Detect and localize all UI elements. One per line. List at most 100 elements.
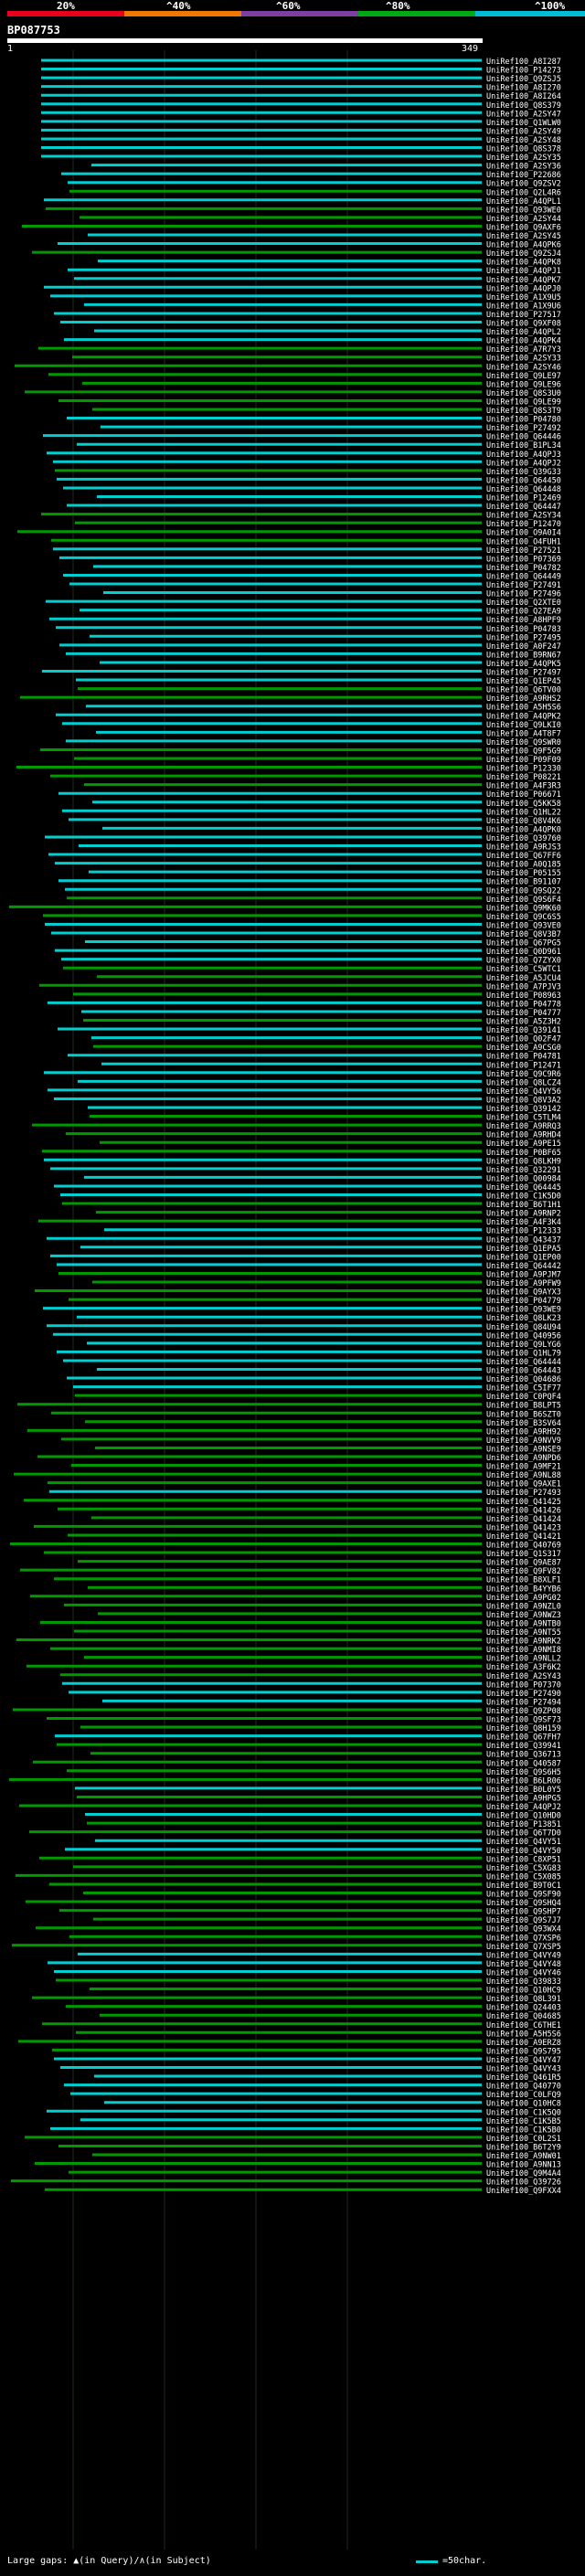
hit-label[interactable]: UniRef100_A9NW01 xyxy=(486,2152,561,2161)
hit-label[interactable]: UniRef100_Q4VY47 xyxy=(486,2056,561,2065)
hit-label[interactable]: UniRef100_Q7XSP6 xyxy=(486,1934,561,1943)
hit-label[interactable]: UniRef100_Q9S6F4 xyxy=(486,896,561,905)
hit-label[interactable]: UniRef100_P27492 xyxy=(486,424,561,433)
hit-label[interactable]: UniRef100_Q41424 xyxy=(486,1515,561,1524)
hit-label[interactable]: UniRef100_Q9LE96 xyxy=(486,380,561,389)
hit-label[interactable]: UniRef100_Q39G33 xyxy=(486,468,561,477)
hit-label[interactable]: UniRef100_A9NN13 xyxy=(486,2161,561,2170)
hit-label[interactable]: UniRef100_Q9SQ22 xyxy=(486,886,561,896)
hit-label[interactable]: UniRef100_Q9AE87 xyxy=(486,1559,561,1568)
hit-label[interactable]: UniRef100_Q39141 xyxy=(486,1026,561,1035)
hit-label[interactable]: UniRef100_P09F09 xyxy=(486,756,561,765)
hit-label[interactable]: UniRef100_Q84U94 xyxy=(486,1323,561,1332)
hit-label[interactable]: UniRef100_Q7ZYX0 xyxy=(486,957,561,966)
hit-label[interactable]: UniRef100_A4QPJ1 xyxy=(486,267,561,276)
hit-label[interactable]: UniRef100_Q93VE0 xyxy=(486,921,561,930)
hit-label[interactable]: UniRef100_P06671 xyxy=(486,790,561,800)
hit-label[interactable]: UniRef100_A4QPK5 xyxy=(486,660,561,669)
hit-label[interactable]: UniRef100_A2SY34 xyxy=(486,512,561,521)
hit-label[interactable]: UniRef100_Q10HC8 xyxy=(486,2100,561,2109)
hit-label[interactable]: UniRef100_A9HPG5 xyxy=(486,1794,561,1803)
hit-label[interactable]: UniRef100_Q64445 xyxy=(486,1183,561,1193)
hit-label[interactable]: UniRef100_A8I270 xyxy=(486,84,561,93)
hit-label[interactable]: UniRef100_A4QPJ2 xyxy=(486,459,561,468)
hit-label[interactable]: UniRef100_A5Z3H2 xyxy=(486,1018,561,1027)
hit-label[interactable]: UniRef100_B9T0C1 xyxy=(486,1882,561,1891)
hit-label[interactable]: UniRef100_Q4VY56 xyxy=(486,1087,561,1097)
hit-label[interactable]: UniRef100_Q9S6H5 xyxy=(486,1768,561,1777)
hit-label[interactable]: UniRef100_A5JCU4 xyxy=(486,974,561,983)
hit-label[interactable]: UniRef100_A8HPF9 xyxy=(486,616,561,625)
hit-label[interactable]: UniRef100_A9NZL0 xyxy=(486,1602,561,1611)
hit-label[interactable]: UniRef100_Q40956 xyxy=(486,1331,561,1341)
hit-label[interactable]: UniRef100_Q41425 xyxy=(486,1498,561,1507)
hit-label[interactable]: UniRef100_P08221 xyxy=(486,773,561,782)
hit-label[interactable]: UniRef100_A5H5S6 xyxy=(486,704,561,713)
hit-label[interactable]: UniRef100_Q27EA9 xyxy=(486,608,561,617)
hit-label[interactable]: UniRef100_C5TLM4 xyxy=(486,1114,561,1123)
hit-label[interactable]: UniRef100_Q39941 xyxy=(486,1742,561,1751)
hit-label[interactable]: UniRef100_A4F3K4 xyxy=(486,1218,561,1227)
hit-label[interactable]: UniRef100_A9PE15 xyxy=(486,1140,561,1149)
hit-label[interactable]: UniRef100_Q8V4K6 xyxy=(486,817,561,826)
hit-label[interactable]: UniRef100_Q93WE0 xyxy=(486,206,561,215)
hit-label[interactable]: UniRef100_A4F3R3 xyxy=(486,782,561,791)
hit-label[interactable]: UniRef100_Q9F5G9 xyxy=(486,747,561,756)
hit-label[interactable]: UniRef100_Q8L391 xyxy=(486,1995,561,2004)
hit-label[interactable]: UniRef100_A4QPJ3 xyxy=(486,451,561,460)
hit-label[interactable]: UniRef100_O4FUH1 xyxy=(486,537,561,546)
hit-label[interactable]: UniRef100_Q39760 xyxy=(486,834,561,843)
hit-label[interactable]: UniRef100_Q67FF6 xyxy=(486,852,561,861)
hit-label[interactable]: UniRef100_P27493 xyxy=(486,1489,561,1498)
hit-label[interactable]: UniRef100_Q39142 xyxy=(486,1105,561,1114)
hit-label[interactable]: UniRef100_P27491 xyxy=(486,581,561,590)
hit-label[interactable]: UniRef100_Q10HC9 xyxy=(486,1987,561,1996)
hit-label[interactable]: UniRef100_Q8S379 xyxy=(486,101,561,111)
hit-label[interactable]: UniRef100_C1K5B0 xyxy=(486,2125,561,2135)
hit-label[interactable]: UniRef100_A1X9U6 xyxy=(486,302,561,311)
hit-label[interactable]: UniRef100_Q9SF73 xyxy=(486,1716,561,1725)
hit-label[interactable]: UniRef100_C0L2S1 xyxy=(486,2135,561,2144)
hit-label[interactable]: UniRef100_A2SY49 xyxy=(486,127,561,136)
hit-label[interactable]: UniRef100_Q8S378 xyxy=(486,145,561,154)
hit-label[interactable]: UniRef100_Q9SHP7 xyxy=(486,1908,561,1917)
hit-label[interactable]: UniRef100_C5WTC1 xyxy=(486,965,561,974)
hit-label[interactable]: UniRef100_A4QPJ0 xyxy=(486,284,561,293)
hit-label[interactable]: UniRef100_B6T1H1 xyxy=(486,1201,561,1210)
hit-label[interactable]: UniRef100_Q9AXF6 xyxy=(486,223,561,232)
hit-label[interactable]: UniRef100_Q64442 xyxy=(486,1262,561,1271)
hit-label[interactable]: UniRef100_Q41421 xyxy=(486,1532,561,1542)
hit-label[interactable]: UniRef100_B1PL34 xyxy=(486,441,561,451)
hit-label[interactable]: UniRef100_P04781 xyxy=(486,1053,561,1062)
hit-label[interactable]: UniRef100_Q2XTE0 xyxy=(486,599,561,608)
hit-label[interactable]: UniRef100_P04778 xyxy=(486,1000,561,1009)
hit-label[interactable]: UniRef100_Q9LYG6 xyxy=(486,1341,561,1350)
hit-label[interactable]: UniRef100_O9A0I4 xyxy=(486,529,561,538)
hit-label[interactable]: UniRef100_Q9ZP08 xyxy=(486,1707,561,1716)
hit-label[interactable]: UniRef100_P05155 xyxy=(486,869,561,878)
hit-label[interactable]: UniRef100_A9ERZ8 xyxy=(486,2039,561,2048)
hit-label[interactable]: UniRef100_Q41426 xyxy=(486,1506,561,1515)
hit-label[interactable]: UniRef100_C5XG83 xyxy=(486,1864,561,1873)
hit-label[interactable]: UniRef100_P08963 xyxy=(486,991,561,1001)
hit-label[interactable]: UniRef100_A2SY47 xyxy=(486,110,561,119)
hit-label[interactable]: UniRef100_A4T8F7 xyxy=(486,729,561,738)
hit-label[interactable]: UniRef100_Q64449 xyxy=(486,572,561,581)
hit-label[interactable]: UniRef100_A4QPL1 xyxy=(486,197,561,207)
hit-label[interactable]: UniRef100_P22686 xyxy=(486,171,561,180)
hit-label[interactable]: UniRef100_Q9M4A4 xyxy=(486,2169,561,2178)
hit-label[interactable]: UniRef100_Q10HD0 xyxy=(486,1812,561,1821)
hit-label[interactable]: UniRef100_A2SY46 xyxy=(486,363,561,372)
hit-label[interactable]: UniRef100_A5H5S6 xyxy=(486,2030,561,2039)
hit-label[interactable]: UniRef100_Q9C9R6 xyxy=(486,1070,561,1079)
hit-label[interactable]: UniRef100_A9NMI8 xyxy=(486,1646,561,1655)
hit-label[interactable]: UniRef100_A7R7Y3 xyxy=(486,345,561,355)
hit-label[interactable]: UniRef100_B4YYB6 xyxy=(486,1585,561,1594)
hit-label[interactable]: UniRef100_A2SY35 xyxy=(486,154,561,163)
hit-label[interactable]: UniRef100_Q64448 xyxy=(486,485,561,494)
hit-label[interactable]: UniRef100_Q67PG5 xyxy=(486,939,561,949)
hit-label[interactable]: UniRef100_Q2L4R6 xyxy=(486,188,561,197)
hit-label[interactable]: UniRef100_Q9XF08 xyxy=(486,320,561,329)
hit-label[interactable]: UniRef100_B3SV64 xyxy=(486,1419,561,1428)
hit-label[interactable]: UniRef100_A4QPK4 xyxy=(486,337,561,346)
